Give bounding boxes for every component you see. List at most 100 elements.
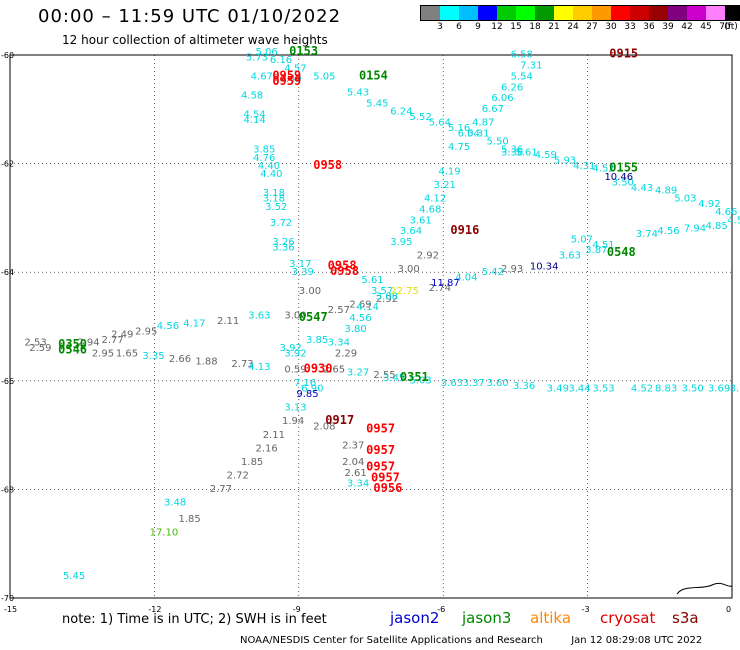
wave-height-value: 5.07 — [571, 234, 593, 245]
wave-height-value: 5.61 — [515, 147, 537, 158]
wave-height-value: 2.37 — [342, 441, 364, 452]
satellite-legend-jason3: jason3 — [462, 609, 512, 627]
wave-height-value: 4.76 — [253, 153, 275, 164]
wave-height-value: 5.52 — [410, 112, 432, 123]
wave-height-value: 4.12 — [424, 194, 446, 205]
wave-height-value: 3.85 — [253, 145, 275, 156]
wave-height-value: 2.65 — [323, 365, 345, 376]
wave-height-value: 3.87 — [585, 245, 607, 256]
wave-height-value: 5.45 — [366, 99, 388, 110]
wave-height-value: 1.85 — [178, 514, 200, 525]
pass-time-label: 0916 — [450, 223, 479, 237]
wave-height-value: 5.05 — [313, 71, 335, 82]
wave-height-value: 3.27 — [347, 367, 369, 378]
colorbar-label: 30 — [605, 22, 617, 32]
pass-time-label: 0958 — [330, 264, 359, 278]
pass-time-label: 0957 — [366, 459, 395, 473]
pass-time-label: 0351 — [400, 370, 429, 384]
wave-height-value: 6.06 — [491, 93, 513, 104]
wave-height-value: 2.77 — [101, 335, 123, 346]
pass-time-label: 0155 — [609, 161, 638, 175]
coastline — [676, 582, 733, 595]
footnote: note: 1) Time is in UTC; 2) SWH is in fe… — [62, 612, 327, 627]
colorbar-unit: (ft) — [724, 22, 738, 32]
wave-height-value: 4.51 — [592, 240, 614, 251]
wave-height-value: 4.66 — [715, 207, 737, 218]
colorbar-label: 18 — [529, 22, 541, 32]
wave-height-value: 10.46 — [604, 172, 633, 183]
wave-height-value: 4.52 — [631, 384, 653, 395]
wave-height-value: 5.36 — [501, 145, 523, 156]
colorbar-swatch — [516, 6, 535, 20]
pass-time-label: 0547 — [299, 310, 328, 324]
wave-height-value: 2.93 — [501, 264, 523, 275]
wave-height-value: 4.59 — [535, 150, 557, 161]
wave-height-value: 2.74 — [429, 283, 451, 294]
wave-height-value: 3.17 — [289, 259, 311, 270]
wave-height-value: 3.21 — [434, 180, 456, 191]
wave-height-value: 4.31 — [573, 161, 595, 172]
wave-height-value: 3.80 — [345, 324, 367, 335]
wave-height-value: 3.50 — [681, 384, 703, 395]
wave-height-value: 2.11 — [217, 316, 239, 327]
wave-height-value: 4.68 — [419, 204, 441, 215]
wave-height-value: 3.48 — [164, 498, 186, 509]
colorbar-label: 42 — [681, 22, 693, 32]
wave-height-value: 2.72 — [227, 471, 249, 482]
wave-height-value: 3.18 — [263, 194, 285, 205]
wave-height-value: 1.85 — [241, 457, 263, 468]
colorbar-swatch — [630, 6, 649, 20]
wave-height-value: 2.57 — [328, 305, 350, 316]
wave-height-value: 4.56 — [349, 313, 371, 324]
wave-height-value: 2.73 — [231, 359, 253, 370]
credit-text: NOAA/NESDIS Center for Satellite Applica… — [240, 635, 543, 646]
wave-height-value: 4.14 — [243, 115, 265, 126]
wave-height-value: 2.53 — [24, 338, 46, 349]
wave-height-value: 2.92 — [417, 251, 439, 262]
wave-height-value: 4.56 — [157, 321, 179, 332]
wave-height-value: 11.87 — [431, 278, 460, 289]
satellite-legend-altika: altika — [530, 609, 572, 627]
wave-height-value: 3.61 — [410, 215, 432, 226]
wave-height-value: 2.04 — [342, 457, 364, 468]
wave-height-value: 4.43 — [631, 183, 653, 194]
wave-height-value: 3.60 — [487, 378, 509, 389]
wave-height-value: 5.43 — [347, 88, 369, 99]
colorbar-label: 39 — [662, 22, 674, 32]
wave-height-value: 3.36 — [501, 147, 523, 158]
wave-height-value: 4.04 — [455, 272, 477, 283]
colorbar-swatch — [668, 6, 687, 20]
pass-time-label: 0957 — [366, 421, 395, 435]
pass-time-label: 0915 — [609, 47, 638, 61]
wave-height-value: 3.18 — [263, 188, 285, 199]
wave-height-value: 3.34 — [328, 338, 350, 349]
colorbar-swatch — [573, 6, 592, 20]
wave-height-value: 3.64 — [400, 226, 422, 237]
wave-height-value: 4.75 — [448, 142, 470, 153]
wave-height-value: 3.52 — [265, 202, 287, 213]
wave-height-value: 4.58 — [241, 90, 263, 101]
wave-height-value: 1.88 — [195, 357, 217, 368]
wave-height-value: 4.13 — [248, 362, 270, 373]
pass-time-label: 0930 — [304, 362, 333, 376]
wave-height-value: 2.95 — [135, 327, 157, 338]
lat-tick-label: -60 — [1, 51, 14, 60]
pass-time-label: 0959 — [272, 68, 301, 82]
lon-tick-label: -3 — [582, 605, 590, 614]
pass-time-label: 0548 — [607, 245, 636, 259]
colorbar-label: 45 — [700, 22, 712, 32]
wave-height-value: 5.93 — [554, 156, 576, 167]
wave-height-value: 2.61 — [345, 468, 367, 479]
lon-tick-label: -15 — [4, 605, 17, 614]
colorbar-label: 6 — [456, 22, 462, 32]
wave-height-value: 3.00 — [299, 286, 321, 297]
wave-height-value: 3.63 — [559, 251, 581, 262]
lat-tick-label: -64 — [1, 268, 14, 277]
wave-height-value: 5.54 — [511, 71, 533, 82]
credit-line: NOAA/NESDIS Center for Satellite Applica… — [240, 635, 702, 646]
wave-height-value: 5.73 — [246, 52, 268, 63]
wave-height-value: 3.36 — [272, 242, 294, 253]
colorbar-label: 70 — [719, 22, 731, 32]
wave-height-value: 8.83 — [655, 384, 677, 395]
